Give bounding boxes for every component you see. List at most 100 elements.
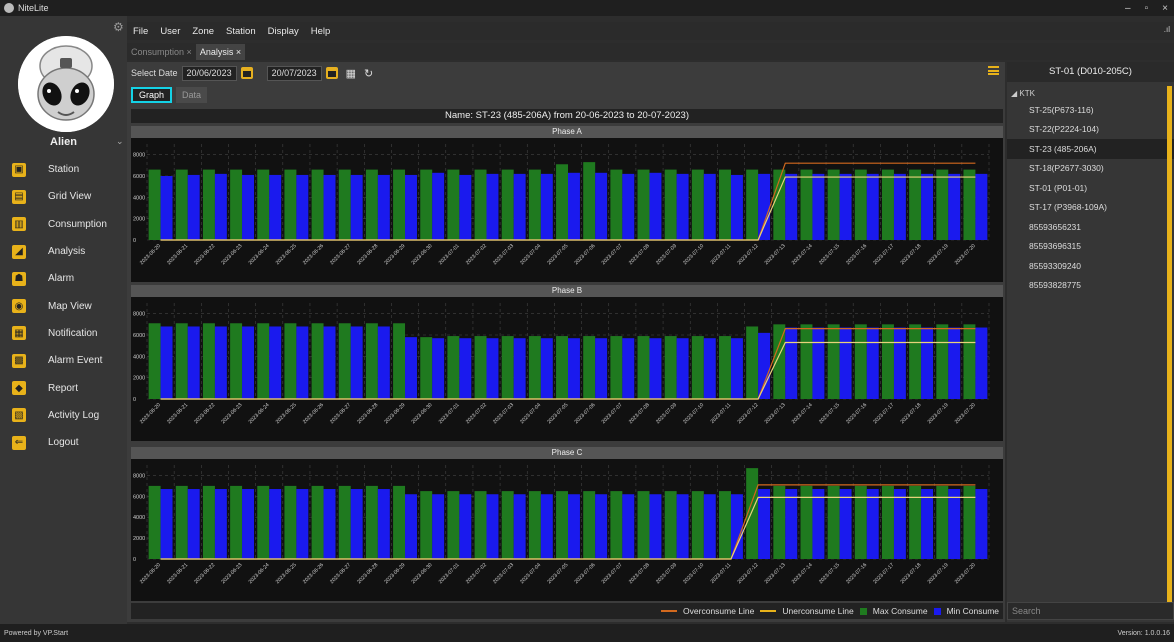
min-consume-bar[interactable]	[187, 174, 200, 240]
max-consume-bar[interactable]	[800, 324, 813, 399]
max-consume-bar[interactable]	[420, 337, 433, 399]
calendar-icon[interactable]	[240, 67, 253, 79]
avatar[interactable]	[18, 36, 114, 132]
min-consume-bar[interactable]	[269, 174, 282, 240]
export-icon[interactable]: ▦	[345, 67, 357, 80]
tab-data[interactable]: Data	[176, 87, 208, 103]
min-consume-bar[interactable]	[459, 174, 472, 240]
min-consume-bar[interactable]	[866, 489, 879, 559]
username[interactable]: Alien	[50, 136, 77, 148]
max-consume-bar[interactable]	[556, 164, 568, 240]
max-consume-bar[interactable]	[963, 485, 976, 559]
max-consume-bar[interactable]	[311, 169, 324, 240]
max-consume-bar[interactable]	[230, 323, 243, 399]
max-consume-bar[interactable]	[393, 169, 406, 240]
min-consume-bar[interactable]	[160, 176, 173, 240]
min-consume-bar[interactable]	[568, 172, 580, 240]
max-consume-bar[interactable]	[719, 169, 731, 240]
min-consume-bar[interactable]	[866, 327, 879, 399]
min-consume-bar[interactable]	[622, 338, 635, 399]
tree-group-ktk[interactable]: ◢ KTK	[1007, 86, 1174, 100]
max-consume-bar[interactable]	[909, 324, 922, 399]
min-consume-bar[interactable]	[839, 327, 852, 399]
min-consume-bar[interactable]	[214, 489, 227, 559]
min-consume-bar[interactable]	[513, 338, 526, 399]
max-consume-bar[interactable]	[664, 169, 677, 240]
max-consume-bar[interactable]	[202, 323, 215, 399]
min-consume-bar[interactable]	[540, 338, 553, 399]
station-list-item[interactable]: 85593696315	[1029, 241, 1082, 252]
max-consume-bar[interactable]	[420, 169, 433, 240]
min-consume-bar[interactable]	[812, 173, 825, 240]
menu-zone[interactable]: Zone	[192, 25, 215, 37]
min-consume-bar[interactable]	[649, 494, 662, 559]
max-consume-bar[interactable]	[474, 491, 487, 559]
max-consume-bar[interactable]	[148, 323, 161, 399]
min-consume-bar[interactable]	[459, 338, 472, 399]
min-consume-bar[interactable]	[595, 494, 608, 559]
max-consume-bar[interactable]	[936, 169, 949, 240]
max-consume-bar[interactable]	[447, 336, 460, 399]
max-consume-bar[interactable]	[148, 169, 161, 240]
max-consume-bar[interactable]	[230, 485, 243, 559]
min-consume-bar[interactable]	[350, 326, 363, 399]
min-consume-bar[interactable]	[187, 326, 200, 399]
min-consume-bar[interactable]	[323, 326, 336, 399]
min-consume-bar[interactable]	[513, 494, 526, 559]
min-consume-bar[interactable]	[730, 338, 743, 399]
min-consume-bar[interactable]	[649, 172, 662, 240]
min-consume-bar[interactable]	[242, 174, 255, 240]
minimize-button[interactable]: –	[1125, 2, 1131, 14]
max-consume-bar[interactable]	[311, 323, 324, 399]
min-consume-bar[interactable]	[730, 174, 743, 240]
max-consume-bar[interactable]	[773, 169, 786, 240]
max-consume-bar[interactable]	[637, 336, 650, 399]
menu-file[interactable]: File	[133, 25, 149, 37]
max-consume-bar[interactable]	[202, 169, 215, 240]
nav-item-activity-log[interactable]: ▧ Activity Log	[0, 402, 127, 429]
min-consume-bar[interactable]	[921, 173, 934, 240]
max-consume-bar[interactable]	[528, 169, 541, 240]
min-consume-bar[interactable]	[622, 173, 635, 240]
station-list-item[interactable]: 85593656231	[1029, 221, 1082, 232]
max-consume-bar[interactable]	[746, 326, 759, 399]
max-consume-bar[interactable]	[338, 169, 351, 240]
max-consume-bar[interactable]	[175, 323, 188, 399]
min-consume-bar[interactable]	[703, 173, 716, 240]
min-consume-bar[interactable]	[323, 174, 336, 240]
max-consume-bar[interactable]	[637, 491, 650, 559]
min-consume-bar[interactable]	[839, 173, 852, 240]
min-consume-bar[interactable]	[296, 326, 309, 399]
min-consume-bar[interactable]	[377, 326, 390, 399]
max-consume-bar[interactable]	[719, 336, 731, 399]
max-consume-bar[interactable]	[963, 324, 976, 399]
min-consume-bar[interactable]	[405, 174, 417, 240]
nav-item-analysis[interactable]: ◢ Analysis	[0, 238, 127, 265]
min-consume-bar[interactable]	[893, 489, 906, 559]
max-consume-bar[interactable]	[230, 169, 243, 240]
min-consume-bar[interactable]	[405, 494, 417, 559]
min-consume-bar[interactable]	[839, 489, 852, 559]
max-consume-bar[interactable]	[963, 169, 976, 240]
chevron-down-icon[interactable]: ⌄	[116, 136, 124, 146]
max-consume-bar[interactable]	[393, 485, 406, 559]
max-consume-bar[interactable]	[556, 491, 568, 559]
max-consume-bar[interactable]	[583, 162, 596, 240]
max-consume-bar[interactable]	[284, 323, 297, 399]
min-consume-bar[interactable]	[948, 489, 961, 559]
min-consume-bar[interactable]	[323, 489, 336, 559]
max-consume-bar[interactable]	[691, 169, 704, 240]
min-consume-bar[interactable]	[486, 173, 499, 240]
max-consume-bar[interactable]	[148, 485, 161, 559]
min-consume-bar[interactable]	[812, 327, 825, 399]
min-consume-bar[interactable]	[540, 494, 553, 559]
tab-consumption[interactable]: Consumption ×	[127, 44, 196, 60]
min-consume-bar[interactable]	[703, 338, 716, 399]
refresh-icon[interactable]: ↻	[364, 67, 374, 80]
max-consume-bar[interactable]	[284, 485, 297, 559]
min-consume-bar[interactable]	[730, 494, 743, 559]
max-consume-bar[interactable]	[284, 169, 297, 240]
min-consume-bar[interactable]	[785, 173, 798, 240]
max-consume-bar[interactable]	[175, 485, 188, 559]
hamburger-menu-icon[interactable]	[988, 66, 999, 75]
